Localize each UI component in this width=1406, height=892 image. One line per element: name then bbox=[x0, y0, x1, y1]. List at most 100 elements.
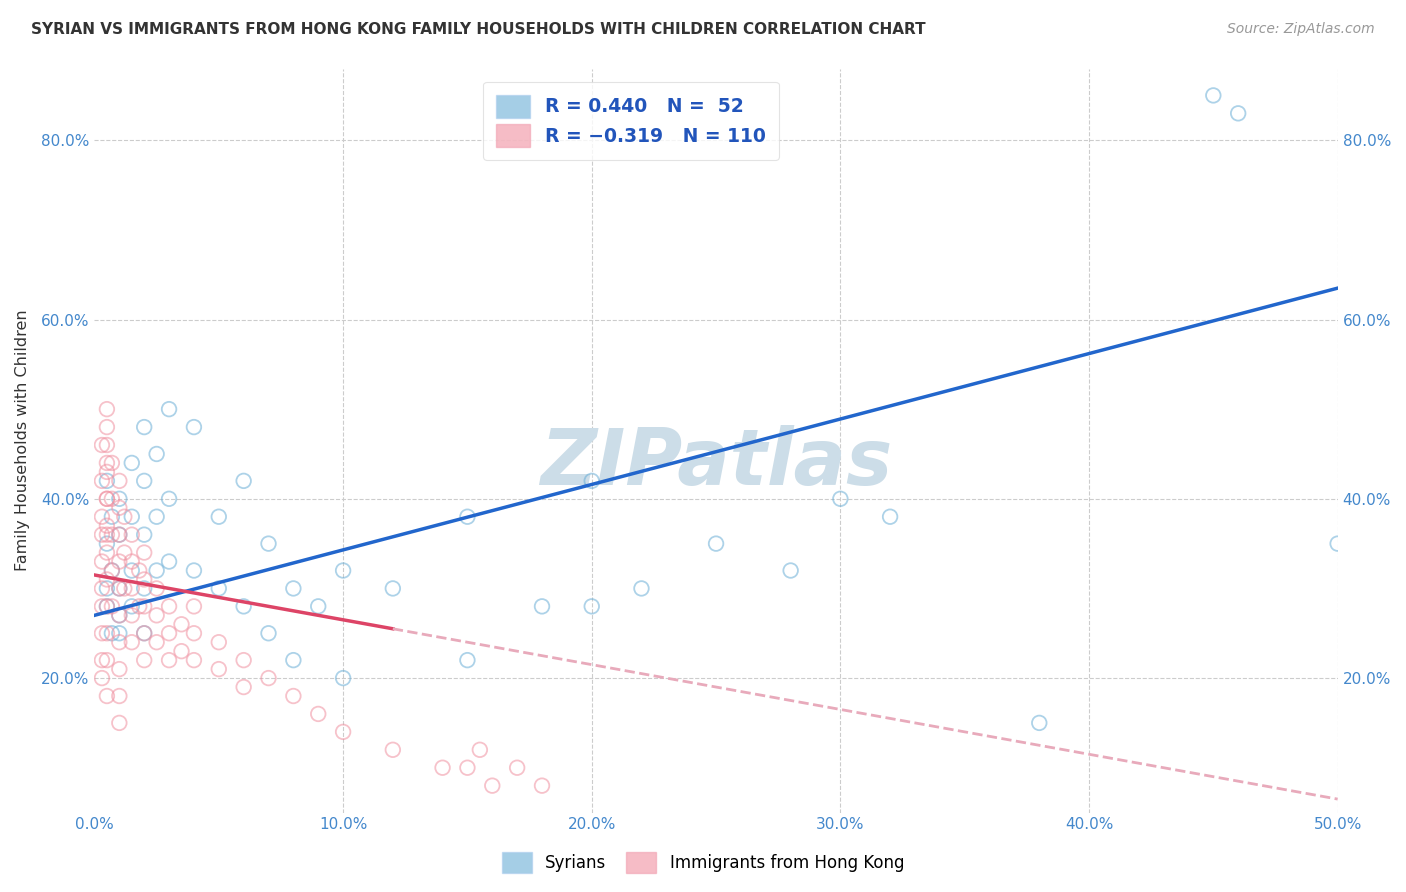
Point bbox=[381, 743, 404, 757]
Point bbox=[145, 509, 167, 524]
Point bbox=[232, 599, 254, 614]
Point bbox=[283, 689, 305, 703]
Point bbox=[157, 653, 180, 667]
Point bbox=[283, 653, 305, 667]
Point bbox=[96, 545, 118, 559]
Point bbox=[157, 491, 180, 506]
Point bbox=[108, 626, 131, 640]
Point bbox=[456, 509, 478, 524]
Point bbox=[108, 715, 131, 730]
Point bbox=[108, 608, 131, 623]
Point bbox=[101, 564, 124, 578]
Point bbox=[481, 779, 503, 793]
Point bbox=[90, 509, 112, 524]
Text: ZIPatlas: ZIPatlas bbox=[540, 425, 893, 500]
Point bbox=[170, 644, 193, 658]
Point bbox=[134, 474, 156, 488]
Point bbox=[121, 599, 143, 614]
Point bbox=[96, 599, 118, 614]
Point bbox=[121, 564, 143, 578]
Point bbox=[157, 402, 180, 417]
Point bbox=[101, 509, 124, 524]
Point bbox=[112, 509, 135, 524]
Point bbox=[96, 491, 118, 506]
Point bbox=[170, 617, 193, 632]
Point bbox=[232, 474, 254, 488]
Point bbox=[257, 536, 280, 550]
Point bbox=[121, 582, 143, 596]
Point bbox=[432, 761, 454, 775]
Point bbox=[145, 447, 167, 461]
Point bbox=[530, 779, 553, 793]
Point bbox=[101, 527, 124, 541]
Point bbox=[208, 509, 231, 524]
Point bbox=[90, 671, 112, 685]
Point bbox=[90, 555, 112, 569]
Point bbox=[121, 527, 143, 541]
Point bbox=[530, 599, 553, 614]
Point bbox=[208, 635, 231, 649]
Point bbox=[90, 582, 112, 596]
Point bbox=[128, 564, 150, 578]
Point bbox=[128, 599, 150, 614]
Point bbox=[630, 582, 652, 596]
Point bbox=[257, 626, 280, 640]
Point bbox=[96, 582, 118, 596]
Point bbox=[96, 402, 118, 417]
Point bbox=[121, 608, 143, 623]
Point bbox=[96, 573, 118, 587]
Point bbox=[232, 653, 254, 667]
Point bbox=[108, 689, 131, 703]
Point bbox=[96, 420, 118, 434]
Point bbox=[157, 599, 180, 614]
Point bbox=[108, 474, 131, 488]
Legend: R = 0.440   N =  52, R = −0.319   N = 110: R = 0.440 N = 52, R = −0.319 N = 110 bbox=[484, 81, 779, 161]
Point bbox=[183, 564, 205, 578]
Point bbox=[112, 582, 135, 596]
Point bbox=[101, 491, 124, 506]
Point bbox=[145, 635, 167, 649]
Point bbox=[108, 582, 131, 596]
Point bbox=[134, 582, 156, 596]
Point bbox=[183, 653, 205, 667]
Point bbox=[96, 465, 118, 479]
Point bbox=[96, 456, 118, 470]
Point bbox=[108, 491, 131, 506]
Point bbox=[134, 527, 156, 541]
Point bbox=[581, 599, 603, 614]
Point bbox=[112, 545, 135, 559]
Point bbox=[96, 653, 118, 667]
Point bbox=[108, 527, 131, 541]
Point bbox=[101, 564, 124, 578]
Point bbox=[96, 491, 118, 506]
Point bbox=[96, 474, 118, 488]
Point bbox=[456, 761, 478, 775]
Point bbox=[90, 438, 112, 452]
Point bbox=[1326, 536, 1348, 550]
Point bbox=[581, 474, 603, 488]
Point bbox=[779, 564, 801, 578]
Point bbox=[121, 509, 143, 524]
Point bbox=[134, 545, 156, 559]
Point bbox=[183, 420, 205, 434]
Point bbox=[108, 527, 131, 541]
Y-axis label: Family Households with Children: Family Households with Children bbox=[15, 310, 30, 572]
Point bbox=[108, 582, 131, 596]
Point bbox=[208, 662, 231, 676]
Point bbox=[506, 761, 529, 775]
Point bbox=[157, 555, 180, 569]
Point bbox=[704, 536, 727, 550]
Point bbox=[1028, 715, 1050, 730]
Point bbox=[90, 599, 112, 614]
Text: Source: ZipAtlas.com: Source: ZipAtlas.com bbox=[1227, 22, 1375, 37]
Point bbox=[90, 527, 112, 541]
Point bbox=[134, 599, 156, 614]
Point bbox=[90, 626, 112, 640]
Point bbox=[468, 743, 491, 757]
Point bbox=[90, 474, 112, 488]
Point bbox=[101, 626, 124, 640]
Point bbox=[121, 456, 143, 470]
Point bbox=[381, 582, 404, 596]
Point bbox=[208, 582, 231, 596]
Point bbox=[232, 680, 254, 694]
